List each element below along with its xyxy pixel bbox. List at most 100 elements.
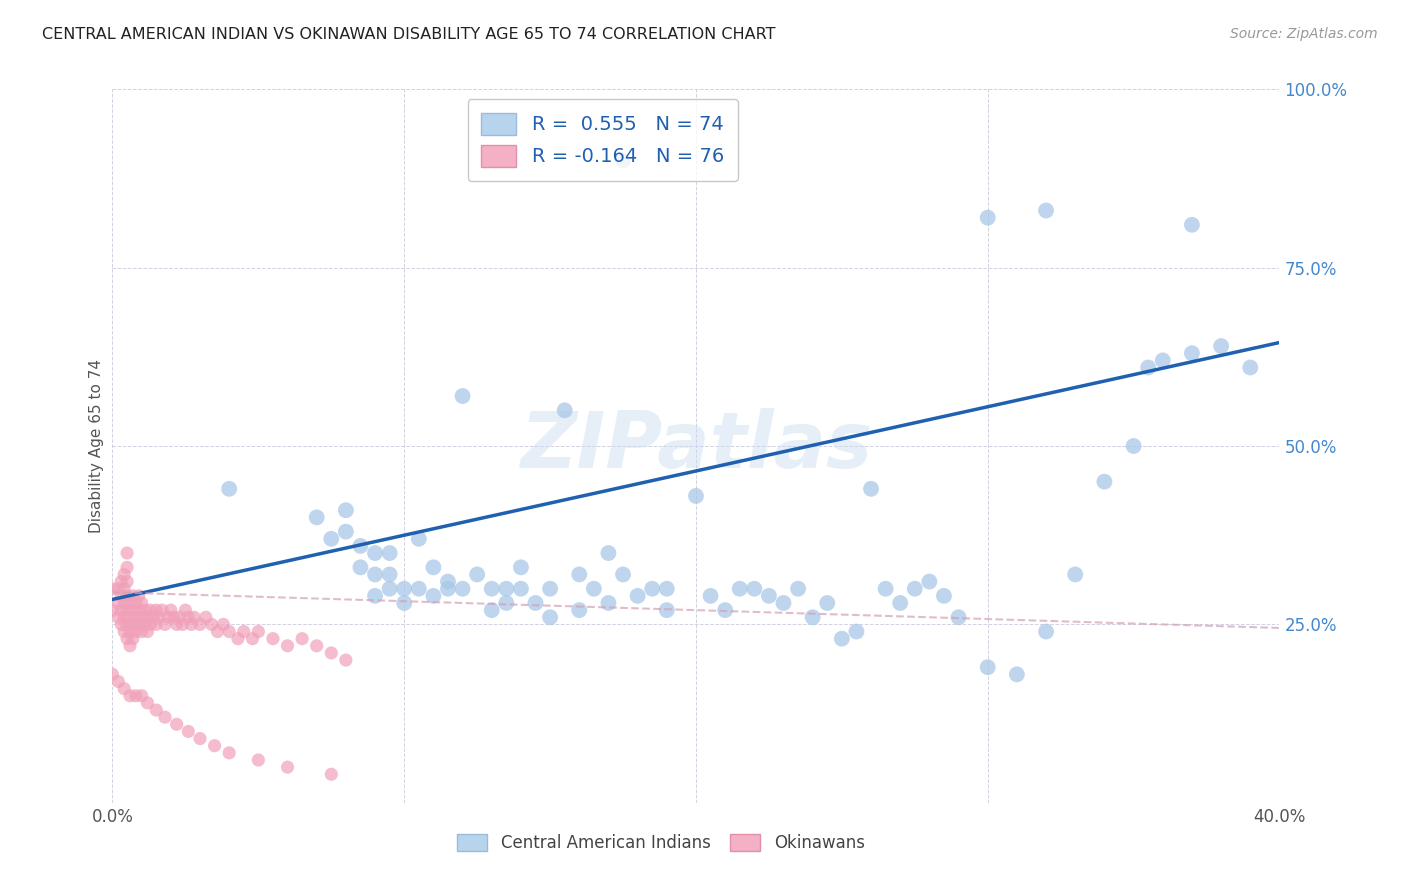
Point [364,567,387,582]
Point [335,524,357,539]
Point [136,624,159,639]
Point [183,610,205,624]
Point [612,153,634,168]
Point [976,660,998,674]
Point [815,596,838,610]
Point [465,567,488,582]
Text: ZIPatlas: ZIPatlas [520,408,872,484]
Point [207,624,229,639]
Point [145,703,167,717]
Point [122,589,145,603]
Point [180,617,202,632]
Point [107,610,129,624]
Point [134,617,156,632]
Point [714,603,737,617]
Point [247,624,270,639]
Point [125,689,148,703]
Point [422,589,444,603]
Point [831,632,853,646]
Point [495,596,517,610]
Point [1239,360,1261,375]
Point [845,624,868,639]
Point [232,624,254,639]
Point [918,574,941,589]
Point [321,532,343,546]
Text: CENTRAL AMERICAN INDIAN VS OKINAWAN DISABILITY AGE 65 TO 74 CORRELATION CHART: CENTRAL AMERICAN INDIAN VS OKINAWAN DISA… [42,27,776,42]
Point [242,632,264,646]
Point [554,403,576,417]
Point [509,560,531,574]
Point [932,589,955,603]
Point [107,674,129,689]
Y-axis label: Disability Age 65 to 74: Disability Age 65 to 74 [89,359,104,533]
Point [976,211,998,225]
Point [112,624,135,639]
Point [481,582,503,596]
Point [118,639,141,653]
Point [160,603,183,617]
Text: Source: ZipAtlas.com: Source: ZipAtlas.com [1230,27,1378,41]
Point [101,603,124,617]
Point [582,582,605,596]
Point [101,667,124,681]
Point [218,482,240,496]
Point [115,546,138,560]
Point [131,610,153,624]
Point [655,603,678,617]
Point [524,596,547,610]
Point [742,582,765,596]
Point [112,582,135,596]
Point [305,639,328,653]
Point [321,767,343,781]
Point [166,617,188,632]
Point [112,567,135,582]
Point [1094,475,1116,489]
Point [201,617,224,632]
Point [538,610,561,624]
Point [112,681,135,696]
Point [128,603,150,617]
Point [349,560,371,574]
Point [437,574,460,589]
Point [598,596,620,610]
Point [378,582,401,596]
Point [145,603,167,617]
Point [122,632,145,646]
Point [110,574,132,589]
Point [172,617,194,632]
Point [166,717,188,731]
Point [115,574,138,589]
Legend: Central American Indians, Okinawans: Central American Indians, Okinawans [450,827,872,859]
Point [1181,218,1204,232]
Point [437,582,460,596]
Point [128,617,150,632]
Point [118,610,141,624]
Point [568,603,591,617]
Point [204,739,226,753]
Point [125,624,148,639]
Point [122,617,145,632]
Point [335,503,357,517]
Point [1152,353,1174,368]
Point [136,696,159,710]
Point [107,582,129,596]
Point [408,532,430,546]
Point [156,610,179,624]
Point [509,582,531,596]
Point [451,389,474,403]
Point [218,746,240,760]
Point [772,596,794,610]
Point [655,582,678,596]
Point [131,689,153,703]
Point [163,610,186,624]
Point [568,567,591,582]
Point [787,582,810,596]
Point [276,639,298,653]
Point [291,632,314,646]
Point [685,489,707,503]
Point [148,610,170,624]
Point [118,624,141,639]
Point [699,589,721,603]
Point [422,560,444,574]
Point [107,596,129,610]
